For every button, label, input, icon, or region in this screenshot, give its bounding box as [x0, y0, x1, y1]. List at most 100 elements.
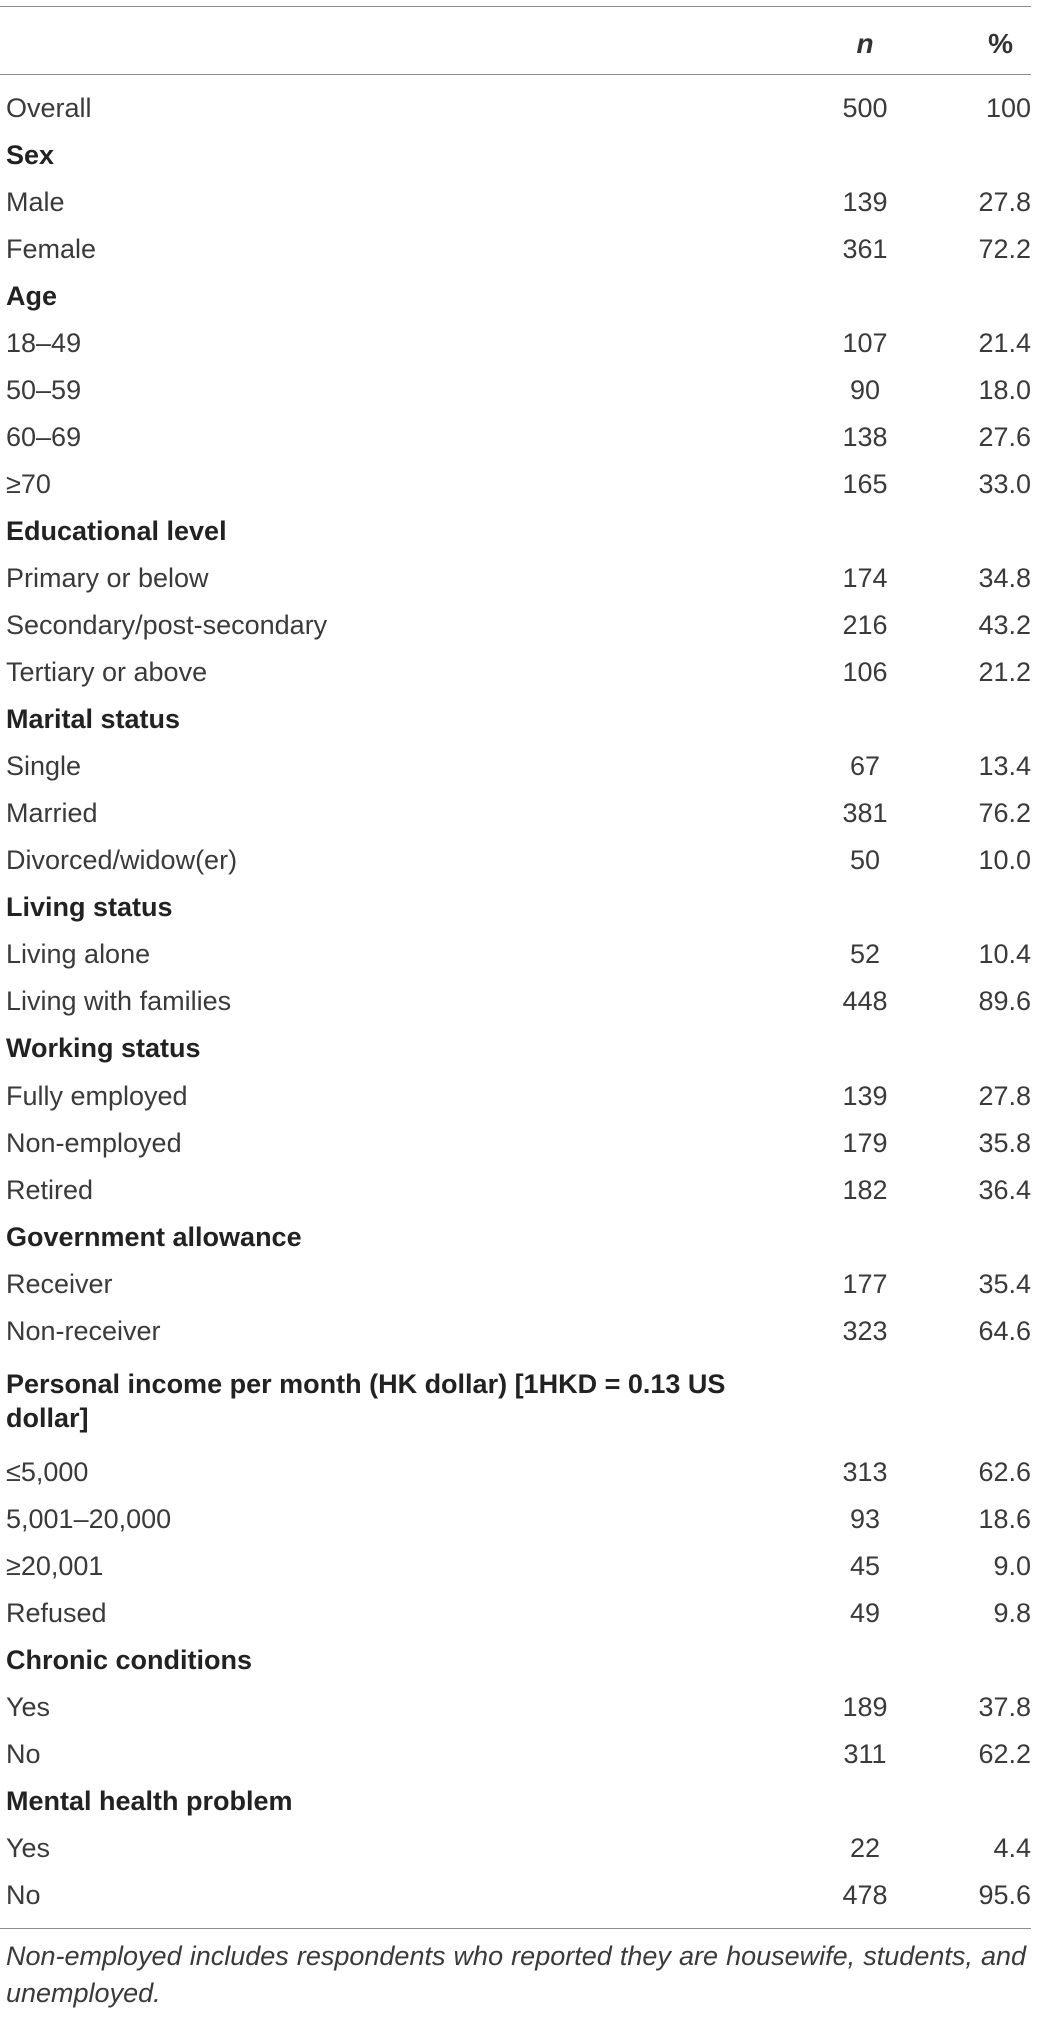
row-label: Overall [6, 92, 92, 123]
row-pct-value: 35.4 [978, 1268, 1031, 1299]
demographics-table: n % Overall 500 100 Sex Male 139 27.8 Female 361… [0, 14, 1031, 1919]
table-section-row: Living status [0, 884, 1031, 931]
row-pct-value: 37.8 [978, 1692, 1031, 1723]
row-n-value: 90 [849, 374, 881, 405]
row-pct-value: 36.4 [978, 1174, 1031, 1205]
row-label: Non-receiver [6, 1315, 161, 1346]
table-row: Living with families 448 89.6 [0, 978, 1031, 1025]
row-pct-value: 21.4 [978, 327, 1031, 358]
row-n-value: 93 [849, 1503, 881, 1534]
row-n-value: 22 [849, 1833, 881, 1864]
row-pct-value: 21.2 [978, 657, 1031, 688]
row-pct-value [930, 272, 1031, 319]
row-pct-value: 27.8 [978, 186, 1031, 217]
row-pct-value: 10.0 [978, 845, 1031, 876]
row-n-value [800, 272, 930, 319]
row-label: No [6, 1739, 41, 1770]
row-n-value [800, 1778, 930, 1825]
row-n-value: 313 [842, 1456, 888, 1487]
row-pct-value: 33.0 [978, 468, 1031, 499]
table-footnote: Non-employed includes respondents who re… [6, 1941, 1026, 2008]
row-n-value: 165 [842, 468, 888, 499]
table-row: Primary or below 174 34.8 [0, 554, 1031, 601]
row-label: Educational level [6, 515, 227, 546]
row-label: Divorced/widow(er) [6, 845, 238, 876]
row-n-value: 216 [842, 610, 888, 641]
table-row: Divorced/widow(er) 50 10.0 [0, 837, 1031, 884]
row-pct-value: 27.8 [978, 1080, 1031, 1111]
row-pct-value: 72.2 [978, 233, 1031, 264]
table-row: Female 361 72.2 [0, 225, 1031, 272]
table-row: Married 381 76.2 [0, 790, 1031, 837]
row-label: Tertiary or above [6, 657, 208, 688]
row-pct-value: 35.8 [978, 1127, 1031, 1158]
row-label: Living with families [6, 986, 232, 1017]
row-label: Government allowance [6, 1221, 302, 1252]
table-row: 18–49 107 21.4 [0, 319, 1031, 366]
row-label: Marital status [6, 704, 181, 735]
row-label: ≥20,001 [6, 1550, 104, 1581]
row-pct-value [930, 884, 1031, 931]
header-n: n [856, 28, 874, 59]
row-label: Working status [6, 1033, 201, 1064]
table-section-row: Marital status [0, 696, 1031, 743]
table-section-row: Mental health problem [0, 1778, 1031, 1825]
row-pct-value [930, 1778, 1031, 1825]
row-pct-value: 62.2 [978, 1739, 1031, 1770]
row-label: Mental health problem [6, 1786, 293, 1817]
row-pct-value [930, 507, 1031, 554]
row-pct-value: 10.4 [978, 939, 1031, 970]
row-pct-value: 89.6 [978, 986, 1031, 1017]
row-pct-value: 64.6 [978, 1315, 1031, 1346]
row-n-value: 179 [842, 1127, 888, 1158]
row-pct-value [930, 1025, 1031, 1072]
row-label: Primary or below [6, 562, 209, 593]
header-rule [0, 74, 1031, 75]
table-row: Non-employed 179 35.8 [0, 1119, 1031, 1166]
row-pct-value: 95.6 [978, 1880, 1031, 1911]
row-n-value [800, 884, 930, 931]
row-label: Single [6, 751, 82, 782]
row-label: Receiver [6, 1268, 113, 1299]
row-n-value: 107 [842, 327, 888, 358]
table-row: Receiver 177 35.4 [0, 1260, 1031, 1307]
row-label: Refused [6, 1597, 107, 1628]
row-pct-value [930, 131, 1031, 178]
row-label: Sex [6, 139, 55, 170]
table-row: 5,001–20,000 93 18.6 [0, 1495, 1031, 1542]
table-row: ≥20,001 45 9.0 [0, 1542, 1031, 1589]
row-label: Yes [6, 1833, 51, 1864]
header-label [0, 14, 800, 74]
row-label: Female [6, 233, 97, 264]
row-pct-value: 13.4 [978, 751, 1031, 782]
row-n-value: 478 [842, 1880, 888, 1911]
table-row: Single 67 13.4 [0, 743, 1031, 790]
row-label: Non-employed [6, 1127, 182, 1158]
row-label: 18–49 [6, 327, 82, 358]
table-row: ≤5,000 313 62.6 [0, 1448, 1031, 1495]
row-label: Male [6, 186, 65, 217]
row-n-value: 139 [842, 1080, 888, 1111]
table-section-row: Sex [0, 131, 1031, 178]
row-n-value [800, 131, 930, 178]
row-label: Yes [6, 1692, 51, 1723]
row-pct-value [930, 696, 1031, 743]
row-label: ≥70 [6, 468, 51, 499]
row-n-value: 50 [849, 845, 881, 876]
row-label: 60–69 [6, 421, 82, 452]
header-spacer [0, 74, 1031, 84]
row-label: 50–59 [6, 374, 82, 405]
table-row: Non-receiver 323 64.6 [0, 1307, 1031, 1354]
row-label: Fully employed [6, 1080, 188, 1111]
row-n-value: 177 [842, 1268, 888, 1299]
row-n-value: 174 [842, 562, 888, 593]
row-pct-value: 27.6 [978, 421, 1031, 452]
row-label: Married [6, 798, 98, 829]
row-n-value [800, 1636, 930, 1683]
table-row: Retired 182 36.4 [0, 1166, 1031, 1213]
row-pct-value: 18.6 [978, 1503, 1031, 1534]
row-n-value: 182 [842, 1174, 888, 1205]
row-n-value: 448 [842, 986, 888, 1017]
row-n-value: 323 [842, 1315, 888, 1346]
row-label: Living alone [6, 939, 151, 970]
